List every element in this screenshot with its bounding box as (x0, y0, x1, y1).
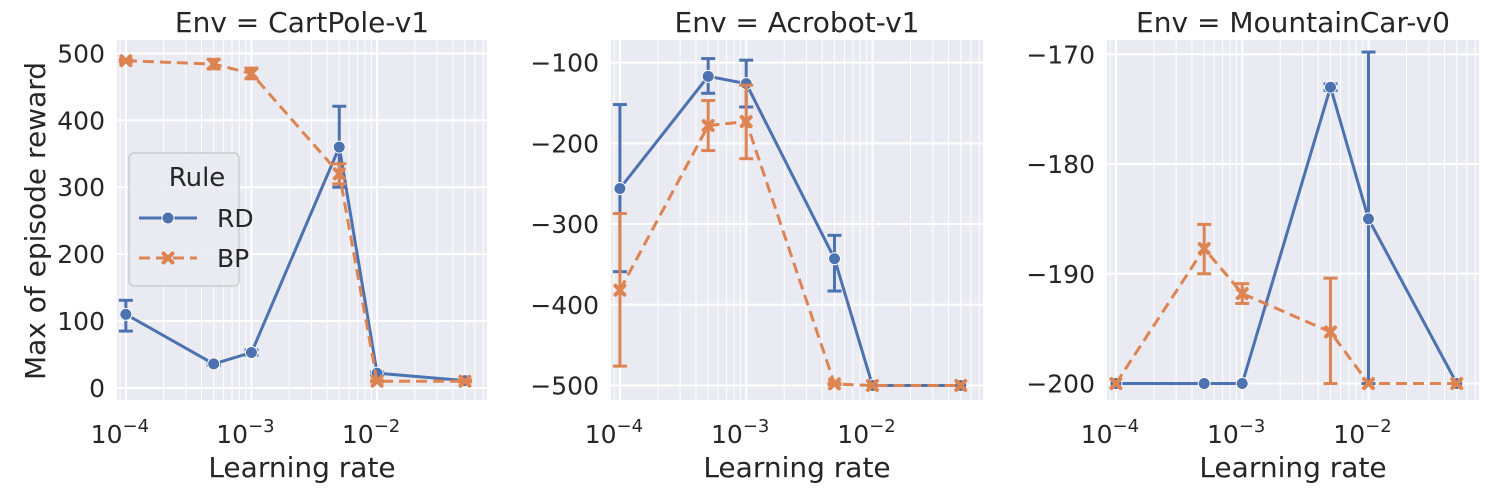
data-point-rd (1197, 377, 1211, 391)
y-tick-label: −200 (1026, 370, 1095, 399)
data-point-rd (207, 357, 221, 371)
y-tick-label: 0 (89, 374, 105, 403)
data-point-bp (244, 66, 258, 80)
data-point-bp (207, 57, 221, 71)
x-axis-label: Learning rate (703, 451, 890, 484)
series-bp (1109, 222, 1464, 391)
y-tick-label: −190 (1026, 260, 1095, 289)
y-tick-label: −500 (530, 371, 599, 400)
y-tick-label: −100 (530, 49, 599, 78)
legend-label: BP (217, 244, 249, 273)
data-point-bp (827, 377, 841, 391)
y-tick-label: 100 (57, 307, 105, 336)
legend-marker (161, 251, 175, 265)
x-tick-label: 10−3 (711, 416, 769, 449)
series-line-rd (125, 145, 466, 383)
x-tick-label: 10−2 (1333, 416, 1391, 449)
data-point-bp (1361, 377, 1375, 391)
data-point-bp (613, 283, 627, 297)
legend-item-bp: BP (139, 244, 249, 273)
data-point-rd (1235, 377, 1249, 391)
y-tick-label: −400 (530, 291, 599, 320)
x-tick-label: 10−4 (585, 416, 643, 449)
x-tick-label: 10−2 (837, 416, 895, 449)
data-point-rd (244, 345, 258, 359)
data-point-bp (1450, 377, 1464, 391)
x-axis-label: Learning rate (1199, 451, 1386, 484)
x-axis-label: Learning rate (208, 451, 395, 484)
y-tick-label: 300 (57, 173, 105, 202)
data-point-rd (613, 182, 627, 196)
series-line-bp (1114, 247, 1457, 385)
data-point-bp (1323, 325, 1337, 339)
y-tick-label: −180 (1026, 150, 1095, 179)
y-axis-label: Max of episode reward (19, 62, 52, 380)
x-tick-label: 10−3 (216, 416, 274, 449)
y-tick-label: 200 (57, 240, 105, 269)
series-bp (118, 54, 472, 388)
panel-3: 10−4 10−3 10−2 −170 −180 −190 −200 Env = Mounta… (1026, 6, 1479, 484)
y-tick-label: −300 (530, 210, 599, 239)
y-tick-label: −200 (530, 129, 599, 158)
data-point-bp (701, 119, 715, 133)
legend-label: RD (217, 204, 254, 233)
legend-title: Rule (169, 163, 226, 193)
panel-title: Env = MountainCar-v0 (1136, 6, 1450, 39)
plot-area (1107, 40, 1479, 400)
data-point-rd (1323, 80, 1337, 94)
legend-marker (161, 211, 175, 225)
data-point-bp (332, 167, 346, 181)
data-point-rd (332, 140, 346, 154)
x-tick-label: 10−3 (1207, 416, 1265, 449)
data-point-bp (1197, 242, 1211, 256)
data-point-rd (827, 252, 841, 266)
legend: Rule RD BP (128, 152, 254, 287)
data-point-rd (1361, 212, 1375, 226)
legend-item-rd: RD (139, 204, 254, 233)
panel-1: 10−4 10−3 10−2 0 100 200 300 400 500 Env = CartPo… (57, 6, 487, 484)
x-tick-label: 10−4 (1081, 416, 1139, 449)
series-line-bp (618, 120, 961, 387)
series-line-bp (125, 59, 465, 383)
data-point-bp (739, 115, 753, 129)
panel-title: Env = Acrobot-v1 (675, 6, 920, 39)
plot-area (611, 40, 983, 400)
y-tick-label: 500 (57, 39, 105, 68)
data-point-bp (865, 378, 879, 392)
data-point-bp (1235, 287, 1249, 301)
data-point-bp (119, 54, 133, 68)
data-point-rd (701, 69, 715, 83)
data-point-bp (458, 374, 472, 388)
data-point-rd (119, 307, 133, 321)
panel-title: Env = CartPole-v1 (175, 6, 429, 39)
y-tick-label: 400 (57, 106, 105, 135)
data-point-bp (370, 374, 384, 388)
data-point-bp (1109, 377, 1123, 391)
x-tick-label: 10−2 (342, 416, 400, 449)
series-line-rd (1115, 85, 1459, 385)
panel-2: 10−4 10−3 10−2 −100 −200 −300 −400 −500 Env = Ac… (530, 6, 983, 484)
y-tick-label: −170 (1026, 40, 1095, 69)
data-point-bp (954, 378, 968, 392)
series-bp (612, 83, 968, 392)
x-tick-label: 10−4 (91, 416, 149, 449)
